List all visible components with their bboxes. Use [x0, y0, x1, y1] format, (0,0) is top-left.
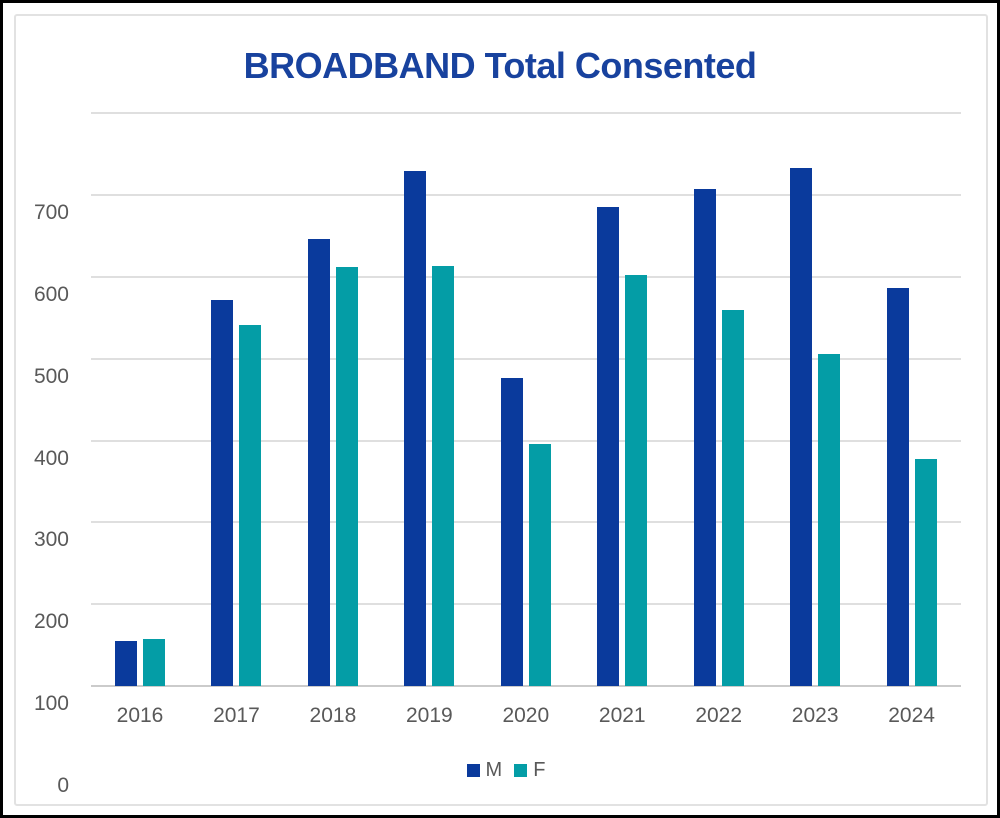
bar-f-2024 [914, 459, 937, 686]
bar-f-2017 [239, 325, 262, 686]
bar-f-2018 [335, 267, 358, 686]
bar-f-2023 [818, 353, 841, 686]
gridline-600 [91, 276, 961, 278]
gridline-700 [91, 194, 961, 197]
y-axis-label-200: 200 [33, 610, 69, 634]
legend-item-m: M [466, 759, 503, 781]
x-axis-label-2022: 2022 [695, 704, 743, 727]
x-axis-label-2017: 2017 [213, 704, 260, 727]
bar-f-2022 [721, 309, 744, 686]
bar-m-2017 [211, 299, 234, 686]
bar-m-2018 [307, 238, 330, 686]
bar-m-2016 [115, 641, 137, 686]
bar-m-2021 [597, 207, 620, 686]
x-axis-label-2021: 2021 [598, 704, 646, 727]
legend-item-f: F [514, 760, 545, 780]
x-axis-label-2020: 2020 [502, 704, 550, 727]
y-axis-label-700: 700 [33, 201, 69, 225]
bar-f-2016 [143, 638, 165, 686]
legend-swatch-m [466, 763, 480, 777]
y-axis-label-500: 500 [33, 364, 69, 388]
gridline-500 [91, 357, 961, 360]
legend-label-m: M [485, 759, 503, 781]
bar-f-2021 [625, 275, 648, 686]
bar-m-2022 [693, 188, 716, 686]
y-axis-label-400: 400 [33, 446, 69, 470]
legend-label-f: F [533, 759, 546, 781]
gridline-300 [91, 521, 961, 524]
bar-f-2019 [432, 266, 455, 686]
gridline-200 [91, 603, 961, 606]
x-axis-label-2019: 2019 [405, 704, 453, 727]
chart-title: BROADBAND Total Consented [243, 45, 757, 86]
legend-swatch-f [514, 763, 528, 777]
y-axis-label-600: 600 [33, 283, 69, 306]
y-axis-label-100: 100 [33, 692, 69, 715]
chart-border [14, 14, 988, 806]
bar-m-2020 [500, 378, 523, 686]
bar-m-2023 [790, 168, 813, 686]
bar-m-2024 [886, 288, 909, 686]
x-axis-label-2023: 2023 [791, 704, 839, 727]
x-axis-label-2016: 2016 [116, 704, 164, 727]
bar-f-2020 [528, 443, 551, 686]
x-axis-line [91, 685, 961, 687]
x-axis-label-2024: 2024 [888, 704, 935, 727]
x-axis-label-2018: 2018 [309, 704, 357, 727]
gridline-800 [91, 112, 961, 115]
y-axis-label-0: 0 [57, 773, 69, 797]
gridline-400 [91, 439, 961, 442]
y-axis-label-300: 300 [33, 528, 69, 552]
bar-m-2019 [404, 170, 427, 686]
